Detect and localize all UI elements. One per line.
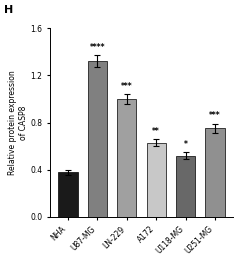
Text: ***: ***: [209, 111, 221, 120]
Text: ****: ****: [90, 43, 105, 52]
Bar: [176, 156, 195, 217]
Text: ***: ***: [121, 82, 132, 91]
Text: H: H: [5, 5, 14, 15]
Bar: [88, 61, 107, 217]
Text: *: *: [184, 140, 187, 148]
Bar: [117, 99, 136, 217]
Text: **: **: [152, 127, 160, 135]
Bar: [147, 143, 166, 217]
Bar: [205, 128, 224, 217]
Bar: [58, 172, 77, 217]
Y-axis label: Relative protein expression
of CASP8: Relative protein expression of CASP8: [8, 70, 27, 175]
